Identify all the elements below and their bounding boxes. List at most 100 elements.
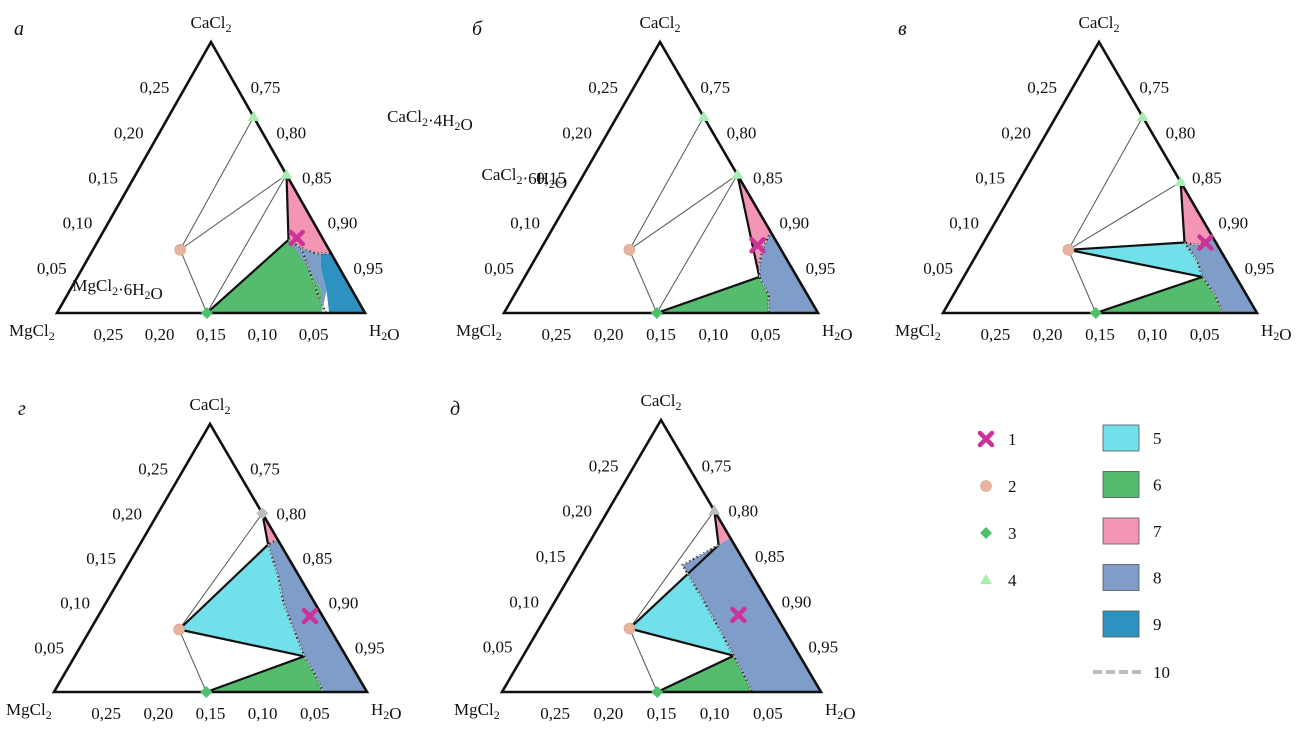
legend-item-3: 3 xyxy=(980,524,1017,543)
bottom-tick-label: 0,25 xyxy=(980,325,1010,344)
triangle-marker xyxy=(280,168,293,179)
right-tick-label: 0,95 xyxy=(1245,259,1275,278)
legend-label: 7 xyxy=(1153,522,1162,541)
legend-item-6: 6 xyxy=(1102,471,1162,498)
vertex-label-top: CaCl2 xyxy=(640,13,681,35)
panel-label: б xyxy=(472,18,483,40)
cross-marker xyxy=(749,237,766,254)
legend-label: 4 xyxy=(1008,571,1017,590)
left-tick-label: 0,15 xyxy=(88,169,118,188)
legend-label: 8 xyxy=(1153,569,1162,588)
phase-region-f8 xyxy=(759,231,818,313)
triangle-marker xyxy=(1136,110,1149,121)
diamond-marker xyxy=(1089,307,1102,319)
phase-region-f8 xyxy=(288,239,327,313)
tie-line xyxy=(178,629,207,693)
circle-legend-symbol xyxy=(980,480,992,492)
right-tick-label: 0,75 xyxy=(1139,78,1169,97)
tie-line xyxy=(1068,181,1181,251)
tie-line xyxy=(179,174,287,251)
bottom-tick-label: 0,15 xyxy=(647,704,677,723)
tie-line xyxy=(628,249,658,314)
legend-label: 6 xyxy=(1153,476,1162,495)
vertex-label-left: MgCl2 xyxy=(456,321,502,343)
bottom-tick-label: 0,25 xyxy=(541,325,571,344)
phase-boundary xyxy=(736,174,761,278)
phase-region-f5 xyxy=(179,544,305,657)
diamond-marker xyxy=(256,507,269,520)
bottom-tick-label: 0,10 xyxy=(248,704,278,723)
phase-region-f6 xyxy=(206,656,324,692)
circle-marker xyxy=(1062,243,1075,256)
circle-marker xyxy=(173,623,185,636)
right-tick-label: 0,90 xyxy=(1218,214,1248,233)
dashed-boundary-light xyxy=(1184,242,1224,314)
bottom-tick-label: 0,20 xyxy=(594,325,624,344)
right-tick-label: 0,90 xyxy=(779,214,809,233)
triangle-marker xyxy=(1174,176,1187,187)
panel-label: д xyxy=(450,398,460,420)
legend-label: 9 xyxy=(1153,615,1162,634)
legend-label: 3 xyxy=(1008,524,1017,543)
legend-item-9: 9 xyxy=(1102,610,1162,638)
cross-marker xyxy=(730,606,747,624)
right-tick-label: 0,90 xyxy=(328,214,358,233)
left-tick-label: 0,05 xyxy=(483,638,513,657)
phase-boundary xyxy=(1068,241,1185,251)
phase-boundary xyxy=(178,628,305,658)
bottom-tick-label: 0,20 xyxy=(143,704,173,723)
legend-item-2: 2 xyxy=(980,477,1017,496)
phase-region-f5 xyxy=(629,545,734,656)
phase-region-f6 xyxy=(206,239,322,313)
circle-marker xyxy=(623,243,636,256)
phase-boundary xyxy=(206,238,290,314)
tie-line xyxy=(628,116,705,251)
legend-label: 2 xyxy=(1008,477,1017,496)
swatch-f9 xyxy=(1102,610,1140,638)
right-tick-label: 0,85 xyxy=(1192,169,1222,188)
phase-region-f6 xyxy=(657,655,752,692)
bottom-tick-label: 0,05 xyxy=(751,325,781,344)
vertex-label-right: H2O xyxy=(825,700,856,723)
left-tick-label: 0,05 xyxy=(37,259,67,278)
vertex-label-left: MgCl2 xyxy=(9,321,55,343)
phase-region-f5 xyxy=(1068,242,1203,277)
left-tick-label: 0,20 xyxy=(112,504,142,523)
right-tick-label: 0,95 xyxy=(808,638,838,657)
right-tick-label: 0,90 xyxy=(782,592,812,611)
bottom-tick-label: 0,10 xyxy=(247,325,277,344)
left-tick-label: 0,10 xyxy=(509,592,539,611)
left-tick-label: 0,15 xyxy=(975,169,1005,188)
vertex-label-right: H2O xyxy=(371,700,402,723)
triangle-marker xyxy=(247,110,260,121)
triangle-legend-symbol xyxy=(980,574,992,584)
right-tick-label: 0,95 xyxy=(353,259,383,278)
right-tick-label: 0,75 xyxy=(702,456,732,475)
phase-annotation: MgCl2·6H2O xyxy=(72,276,162,303)
tie-line xyxy=(656,174,738,314)
swatch-f8 xyxy=(1102,564,1140,591)
phase-boundary xyxy=(1068,248,1203,278)
tie-line xyxy=(206,174,287,314)
bottom-tick-label: 0,15 xyxy=(196,704,226,723)
legend-item-7: 7 xyxy=(1102,517,1162,545)
triangle-marker xyxy=(708,504,721,515)
right-tick-label: 0,80 xyxy=(1166,123,1196,142)
bottom-tick-label: 0,05 xyxy=(300,704,330,723)
vertex-label-left: MgCl2 xyxy=(6,700,52,722)
vertex-label-top: CaCl2 xyxy=(190,395,231,417)
left-tick-label: 0,20 xyxy=(1001,123,1031,142)
phase-region-f7 xyxy=(737,174,771,277)
tie-line xyxy=(1067,249,1097,314)
swatch-f7 xyxy=(1102,517,1140,545)
panel-label: в xyxy=(898,18,907,40)
bottom-tick-label: 0,10 xyxy=(1137,325,1167,344)
right-tick-label: 0,80 xyxy=(276,123,306,142)
panel-label: а xyxy=(14,18,24,40)
swatch-f5 xyxy=(1102,424,1140,452)
diamond-marker xyxy=(200,307,213,319)
bottom-tick-label: 0,25 xyxy=(540,704,570,723)
phase-boundary xyxy=(629,627,734,657)
legend-label: 5 xyxy=(1153,429,1162,448)
